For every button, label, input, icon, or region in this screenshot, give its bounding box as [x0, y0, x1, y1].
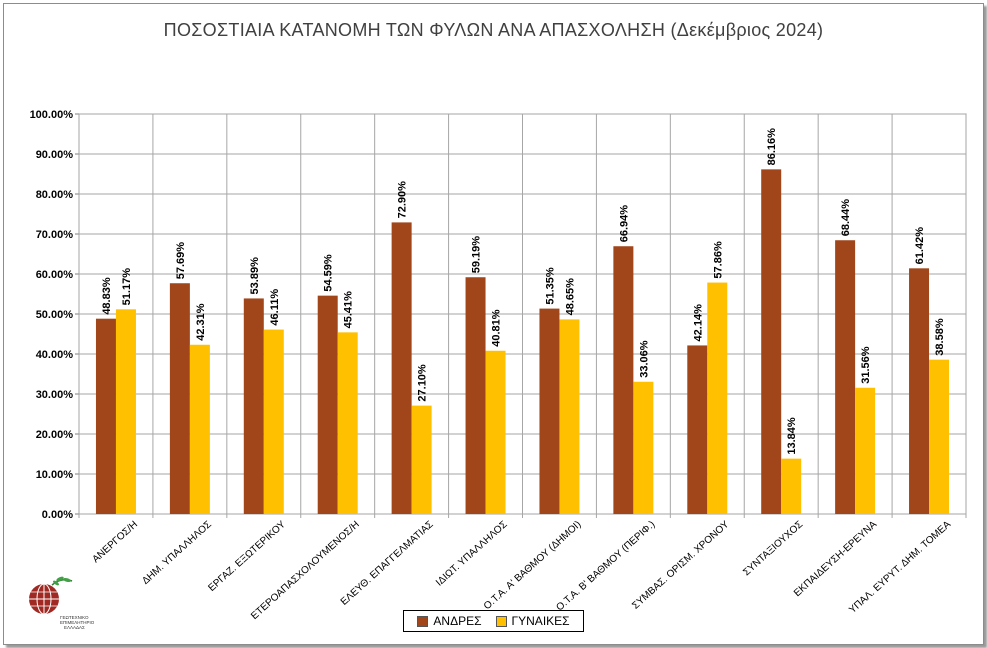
data-label-men: 59.19% [471, 236, 483, 274]
bar-women [855, 387, 876, 514]
legend-label-men: ΑΝΔΡΕΣ [433, 614, 482, 628]
x-tick-label: ΕΚΠΑΙΔΕΥΣΗ-ΕΡΕΥΝΑ [792, 519, 879, 599]
bar-men [95, 318, 116, 514]
olive-branch-icon [51, 576, 73, 586]
bar-men [539, 308, 560, 514]
bar-men [169, 283, 190, 514]
data-label-women: 42.31% [195, 303, 207, 341]
data-label-men: 53.89% [249, 257, 261, 295]
bar-women [337, 332, 358, 514]
y-tick-label: 0.00% [42, 509, 73, 521]
y-tick-label: 100.00% [30, 109, 74, 121]
data-label-men: 48.83% [101, 277, 113, 315]
bar-men [761, 169, 782, 515]
bar-women [115, 309, 136, 514]
logo-text-line-1: ΓΕΩΤΕΧΝΙΚΟ [60, 615, 89, 620]
data-label-women: 51.17% [121, 268, 133, 306]
legend-swatch-men [417, 615, 429, 627]
y-tick-label: 10.00% [36, 469, 74, 481]
x-tick-label: ΙΔΙΩΤ. ΥΠΑΛΛΗΛΟΣ [434, 519, 509, 589]
logo-text-line-3: ΕΛΛΑΔΑΣ [64, 625, 85, 630]
data-label-women: 38.58% [934, 318, 946, 356]
data-label-men: 57.69% [175, 242, 187, 280]
data-label-women: 48.65% [564, 278, 576, 316]
bar-men [909, 268, 930, 514]
bar-women [781, 458, 802, 514]
bar-men [613, 246, 634, 515]
data-label-men: 51.35% [544, 267, 556, 305]
data-label-women: 27.10% [417, 364, 429, 402]
y-tick-label: 60.00% [36, 269, 74, 281]
data-label-men: 54.59% [323, 254, 335, 292]
bar-men [243, 298, 264, 514]
legend-entry-men: ΑΝΔΡΕΣ [417, 614, 482, 628]
chart-title: ΠΟΣΟΣΤΙΑΙΑ ΚΑΤΑΝΟΜΗ ΤΩΝ ΦΥΛΩΝ ΑΝΑ ΑΠΑΣΧΟ… [163, 20, 824, 40]
x-tick-label: ΑΝΕΡΓΟΣ/Η [90, 519, 139, 565]
x-tick-label: ΔΗΜ. ΥΠΑΛΛΗΛΟΣ [140, 519, 214, 587]
data-label-women: 40.81% [491, 309, 503, 347]
y-tick-label: 50.00% [36, 309, 74, 321]
legend-entry-women: ΓΥΝΑΙΚΕΣ [495, 614, 570, 628]
data-label-men: 86.16% [766, 128, 778, 166]
bar-men [465, 277, 486, 514]
bar-men [835, 240, 856, 515]
bar-women [707, 282, 728, 514]
data-label-men: 42.14% [692, 304, 704, 342]
legend-label-women: ΓΥΝΑΙΚΕΣ [511, 614, 570, 628]
data-label-men: 68.44% [840, 199, 852, 237]
data-label-women: 31.56% [860, 346, 872, 384]
logo-text-line-2: ΕΠΙΜΕΛΗΤΗΡΙΟ [60, 620, 95, 625]
data-label-women: 57.86% [712, 241, 724, 279]
y-tick-label: 20.00% [36, 429, 74, 441]
globe-icon [29, 583, 59, 615]
bar-men [391, 222, 412, 514]
bar-women [559, 319, 580, 514]
bar-women [263, 329, 284, 514]
bar-women [485, 350, 506, 514]
bar-men [687, 345, 708, 514]
y-tick-label: 30.00% [36, 389, 74, 401]
y-tick-label: 90.00% [36, 149, 74, 161]
x-tick-label: ΕΡΓΑΖ. ΕΞΩΤΕΡΙΚΟΥ [206, 519, 288, 594]
bar-women [929, 359, 950, 514]
x-tick-label: ΣΥΝΤΑΞΙΟΥΧΟΣ [741, 519, 805, 578]
y-tick-label: 70.00% [36, 229, 74, 241]
data-label-men: 66.94% [618, 205, 630, 243]
data-label-women: 33.06% [638, 340, 650, 378]
bar-women [411, 405, 432, 514]
data-label-women: 46.11% [269, 289, 281, 326]
data-label-women: 13.84% [786, 417, 798, 455]
bar-men [317, 295, 338, 514]
bar-women [189, 344, 210, 514]
data-label-women: 45.41% [343, 291, 355, 329]
y-tick-label: 80.00% [36, 189, 74, 201]
y-tick-label: 40.00% [36, 349, 74, 361]
data-label-men: 72.90% [397, 181, 409, 219]
legend-swatch-women [495, 615, 507, 627]
data-label-men: 61.42% [914, 227, 926, 265]
geotee-logo: ΓΕΩΤΕΧΝΙΚΟ ΕΠΙΜΕΛΗΤΗΡΙΟ ΕΛΛΑΔΑΣ [29, 576, 95, 630]
bar-women [633, 381, 654, 514]
chart-legend: ΑΝΔΡΕΣ ΓΥΝΑΙΚΕΣ [403, 610, 584, 632]
